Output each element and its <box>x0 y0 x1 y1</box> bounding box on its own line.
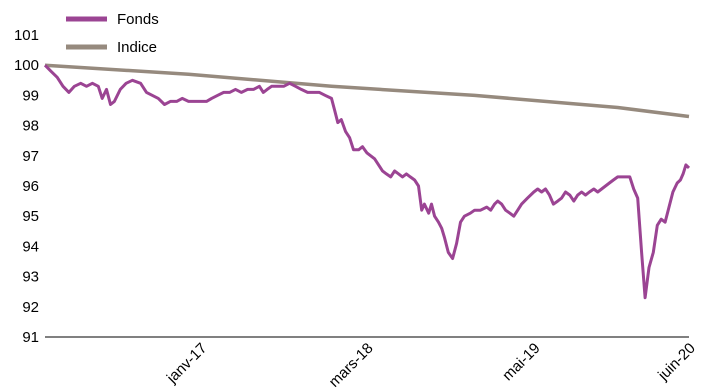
y-tick-label: 93 <box>22 269 39 286</box>
legend-label-fonds: Fonds <box>117 11 159 28</box>
y-tick-label: 98 <box>22 118 39 135</box>
x-axis-tick-labels: janv-17 mars-18 mai-19 juin-20 <box>163 340 699 391</box>
x-tick-label: janv-17 <box>163 340 211 388</box>
y-tick-label: 92 <box>22 299 39 316</box>
y-axis-tick-labels: 91 92 93 94 95 96 97 98 99 100 101 <box>14 27 39 346</box>
series-line-fonds <box>43 64 691 300</box>
x-tick-label: mai-19 <box>499 340 543 384</box>
x-tick-label: mars-18 <box>326 340 377 391</box>
y-tick-label: 95 <box>22 208 39 225</box>
y-tick-label: 91 <box>22 329 39 346</box>
y-tick-label: 97 <box>22 148 39 165</box>
y-tick-label: 101 <box>14 27 39 44</box>
x-tick-label: juin-20 <box>654 340 699 385</box>
y-tick-label: 94 <box>22 238 39 255</box>
y-tick-label: 100 <box>14 57 39 74</box>
y-tick-label: 99 <box>22 87 39 104</box>
y-tick-label: 96 <box>22 178 39 195</box>
series-line-indice <box>44 63 690 119</box>
legend-label-indice: Indice <box>117 39 157 56</box>
legend: Fonds Indice <box>66 11 159 56</box>
series-lines <box>43 63 691 300</box>
